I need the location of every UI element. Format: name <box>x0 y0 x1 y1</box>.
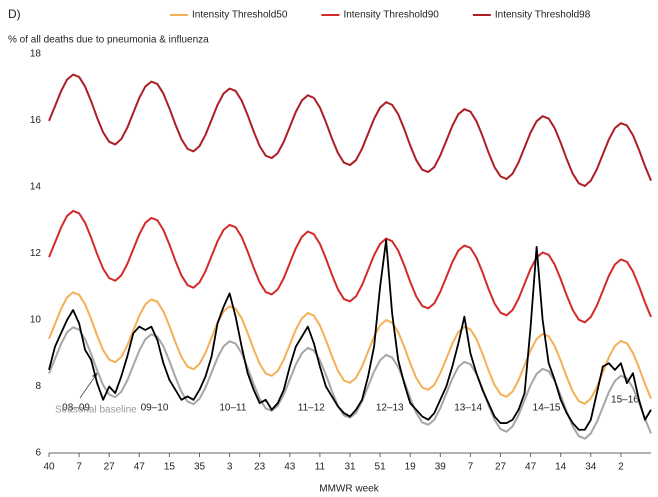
x-tick-label: 47 <box>134 462 146 473</box>
x-tick-label: 31 <box>344 462 356 473</box>
x-tick-label: 47 <box>525 462 537 473</box>
season-label: 09–10 <box>141 403 169 414</box>
season-label: 14–15 <box>533 403 561 414</box>
x-tick-label: 15 <box>164 462 176 473</box>
x-axis-label: MMWR week <box>319 484 379 495</box>
x-tick-label: 14 <box>555 462 567 473</box>
x-tick-label: 23 <box>254 462 266 473</box>
series-line <box>48 239 652 431</box>
season-label: 10–11 <box>219 403 247 414</box>
series-line <box>48 209 652 324</box>
x-tick-label: 27 <box>104 462 116 473</box>
x-tick-label: 7 <box>76 462 82 473</box>
baseline-label: Seasonal baseline <box>55 405 137 416</box>
legend-label: Intensity Threshold98 <box>495 10 591 21</box>
y-tick-label: 6 <box>35 448 41 459</box>
x-tick-label: 27 <box>495 462 507 473</box>
legend-label: Intensity Threshold50 <box>192 10 288 21</box>
y-tick-label: 18 <box>30 49 42 60</box>
x-tick-label: 43 <box>284 462 296 473</box>
chart-title: D) <box>8 7 21 21</box>
x-tick-label: 51 <box>375 462 387 473</box>
y-tick-label: 16 <box>30 115 42 126</box>
x-tick-label: 3 <box>227 462 233 473</box>
x-tick-label: 7 <box>468 462 474 473</box>
y-axis-label: % of all deaths due to pneumonia & influ… <box>8 35 209 46</box>
x-tick-label: 39 <box>435 462 447 473</box>
x-tick-label: 35 <box>194 462 206 473</box>
legend-label: Intensity Threshold90 <box>343 10 439 21</box>
x-tick-label: 34 <box>585 462 597 473</box>
season-label: 11–12 <box>298 403 326 414</box>
season-label: 13–14 <box>454 403 482 414</box>
season-label: 08–09 <box>62 403 90 414</box>
series-line <box>48 291 652 405</box>
series-line <box>48 326 652 440</box>
y-tick-label: 10 <box>30 315 42 326</box>
x-tick-label: 19 <box>405 462 417 473</box>
x-tick-label: 2 <box>618 462 624 473</box>
season-label: 15–16 <box>611 395 639 406</box>
x-tick-label: 40 <box>43 462 55 473</box>
series-line <box>48 73 652 187</box>
season-label: 12–13 <box>376 403 404 414</box>
y-tick-label: 14 <box>30 182 42 193</box>
y-tick-label: 12 <box>30 248 42 259</box>
x-tick-label: 11 <box>315 462 326 473</box>
y-tick-label: 8 <box>35 381 41 392</box>
